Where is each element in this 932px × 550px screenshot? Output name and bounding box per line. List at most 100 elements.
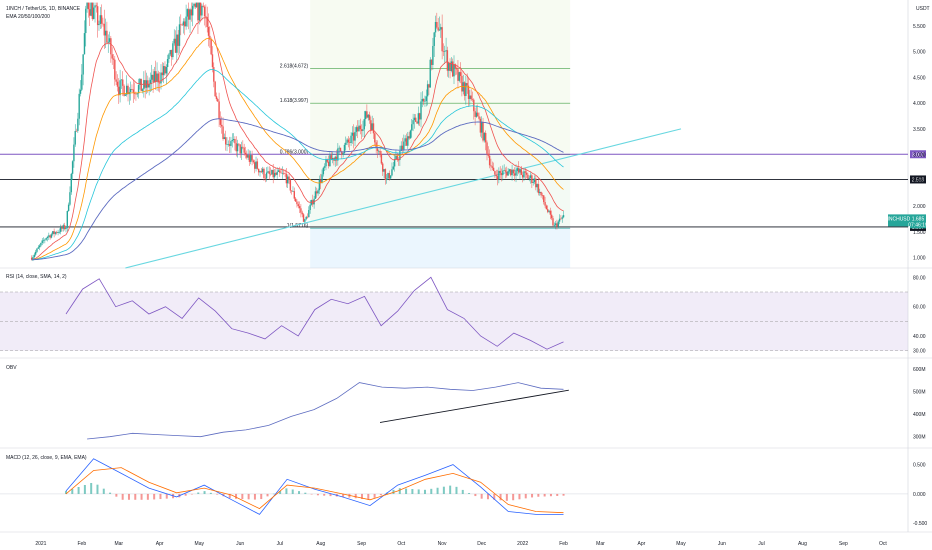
candle-body: [351, 132, 354, 136]
obv-tick-label: 400M: [913, 412, 926, 418]
candle-body: [418, 113, 421, 120]
candle-body: [343, 144, 346, 154]
candle-body: [205, 16, 207, 17]
macd-histogram-bar: [543, 493, 546, 497]
x-tick-label: Aug: [316, 541, 325, 547]
candle-body: [459, 72, 462, 76]
candle-body: [89, 9, 91, 16]
candle-body: [453, 64, 455, 77]
candle-body: [539, 191, 541, 194]
candle-body: [446, 50, 449, 71]
candle-body: [297, 204, 299, 207]
macd-histogram-bar: [260, 493, 263, 500]
candle-body: [352, 132, 355, 141]
candle-body: [411, 124, 413, 131]
candle-body: [364, 111, 367, 120]
candle-body: [287, 176, 289, 184]
candle-body: [178, 24, 181, 46]
price-tick-label: 4.000: [913, 101, 926, 107]
candle-body: [174, 38, 177, 53]
candle-body: [403, 141, 405, 150]
axis-labels: 2021 Feb Mar Apr May Jun Jul Aug Sep Oct Nov Dec 202…: [35, 24, 928, 547]
candle-body: [371, 123, 373, 131]
macd-histogram-bar: [468, 492, 471, 494]
candle-body: [86, 2, 88, 9]
candle-body: [211, 54, 214, 68]
candle-body: [106, 30, 108, 43]
candle-body: [63, 225, 66, 230]
candle-body: [203, 6, 206, 17]
candle-body: [549, 210, 552, 215]
macd-histogram-bar: [342, 493, 345, 497]
macd-histogram-bar: [379, 493, 382, 496]
candle-body: [401, 145, 404, 150]
candle-body: [263, 168, 265, 178]
candle-body: [49, 235, 51, 238]
candle-body: [409, 130, 412, 139]
macd-histogram-bar: [442, 486, 445, 494]
candle-body: [139, 78, 141, 86]
candle-body: [96, 6, 99, 26]
candle-body: [94, 5, 96, 8]
candle-body: [165, 67, 167, 74]
macd-histogram-bar: [298, 491, 301, 494]
candle-body: [490, 165, 492, 167]
candle-body: [305, 216, 307, 220]
macd-histogram-bar: [373, 493, 376, 498]
candle-body: [75, 130, 78, 132]
last-price-text: 1.685: [912, 216, 925, 222]
candle-body: [556, 223, 558, 227]
x-tick-label: Sep: [839, 541, 848, 547]
fib-level-label: 2.618(4.672): [280, 63, 309, 69]
candle-body: [177, 34, 179, 46]
candle-body: [474, 111, 476, 117]
macd-title: MACD (12, 26, close, 9, EMA, EMA): [6, 455, 87, 461]
macd-histogram-bar: [392, 489, 395, 494]
candle-body: [189, 9, 191, 20]
candle-body: [60, 227, 62, 232]
candle-body: [100, 15, 103, 24]
ema-200-line: [31, 118, 564, 261]
candle-body: [395, 155, 397, 160]
candle-body: [188, 9, 190, 20]
macd-histogram-bar: [279, 491, 282, 494]
candle-body: [528, 177, 530, 179]
rsi-line: [65, 276, 564, 350]
macd-histogram-bar: [83, 484, 86, 494]
candle-body: [160, 72, 162, 84]
candle-body: [557, 221, 559, 227]
candle-body: [83, 33, 86, 55]
macd-histogram-bar: [455, 486, 458, 494]
x-tick-label: Jun: [718, 541, 726, 547]
obv-line: [87, 382, 564, 440]
candle-body: [95, 5, 98, 7]
fib-zone-middle: [310, 154, 571, 229]
macd-histogram-bar: [436, 487, 439, 494]
candle-body: [221, 124, 223, 127]
candle-body: [529, 175, 532, 178]
x-tick-label: Mar: [114, 541, 123, 547]
symbol-tag: [888, 214, 910, 227]
price-level-tag: [910, 175, 926, 184]
macd-histogram-bar: [449, 485, 452, 494]
candle-body: [78, 93, 80, 119]
macd-histogram-bar: [285, 488, 288, 494]
price-tick-label: 3.500: [913, 127, 926, 133]
candle-body: [527, 174, 529, 179]
candle-body: [479, 118, 482, 133]
candle-body: [366, 111, 368, 118]
candle-body: [308, 210, 310, 218]
fib-level-label: 0.786(3.000): [280, 150, 309, 156]
candle-body: [392, 166, 394, 170]
macd-tick-label: 0.500: [913, 463, 926, 469]
macd-histogram-bar: [291, 489, 294, 494]
macd-line: [65, 458, 564, 515]
macd-histogram-bar: [190, 493, 193, 495]
x-tick-label: 2021: [35, 541, 46, 547]
candle-body: [149, 79, 152, 84]
price-unit: USDT: [916, 6, 930, 12]
price-level-tag: [910, 150, 926, 159]
candle-body: [158, 82, 161, 84]
macd-histogram-bar: [228, 493, 231, 499]
